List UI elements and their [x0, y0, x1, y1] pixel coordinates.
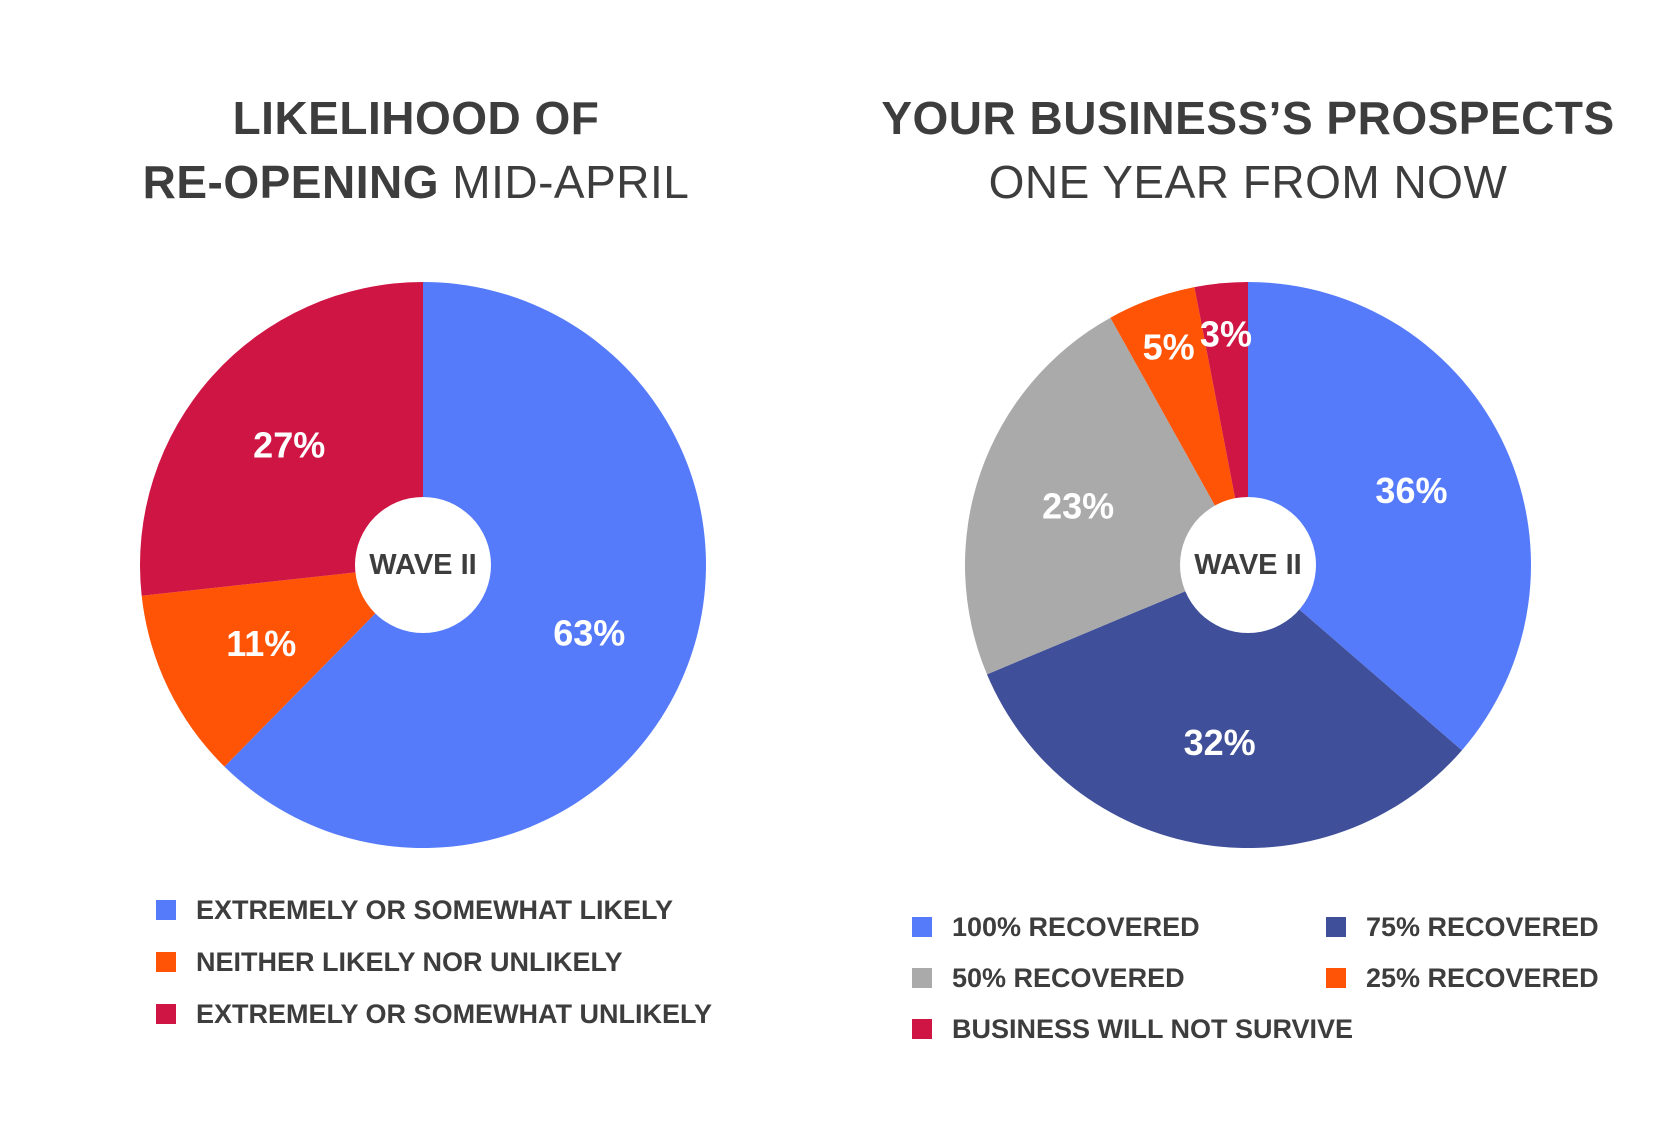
chart-panel-prospects: YOUR BUSINESS’S PROSPECTS ONE YEAR FROM … [832, 0, 1664, 1122]
donut-hole [355, 497, 491, 633]
legend-swatch [912, 968, 932, 988]
slice-data-label-extremely-or-somewhat-likely: 63% [553, 613, 625, 654]
donut-center-label: WAVE II [1194, 549, 1301, 581]
legend-swatch [1326, 917, 1346, 937]
slice-data-label-neither-likely-nor-unlikely: 11% [226, 623, 296, 664]
chart-title-line-2: RE-OPENING MID-APRIL [0, 150, 832, 214]
donut-chart-reopening: WAVE II 63% 11% 27% [140, 282, 707, 848]
pie-slice-extremely-or-somewhat-unlikely [140, 282, 423, 596]
donut-center-label: WAVE II [369, 549, 476, 581]
legend-item-100-recovered: 100% RECOVERED [912, 910, 1200, 944]
legend-swatch [912, 917, 932, 937]
legend-reopening: EXTREMELY OR SOMEWHAT LIKELY NEITHER LIKE… [156, 893, 716, 1043]
legend-label: 50% RECOVERED [952, 962, 1185, 993]
chart-title-line-2: ONE YEAR FROM NOW [988, 156, 1508, 208]
legend-label: 75% RECOVERED [1366, 911, 1599, 942]
pie-slice-100-recovered [1248, 282, 1531, 751]
chart-title-bold-part: RE-OPENING [142, 156, 439, 208]
legend-swatch [156, 1004, 176, 1024]
chart-title-reopening: LIKELIHOOD OF RE-OPENING MID-APRIL [0, 86, 832, 214]
legend-item-extremely-or-somewhat-likely: EXTREMELY OR SOMEWHAT LIKELY [156, 893, 673, 927]
slice-data-label-25-recovered: 5% [1143, 326, 1195, 367]
pie-slice-75-recovered [986, 565, 1462, 849]
slice-data-label-extremely-or-somewhat-unlikely: 27% [253, 425, 325, 466]
legend-label: EXTREMELY OR SOMEWHAT UNLIKELY [196, 998, 713, 1029]
legend-item-extremely-or-somewhat-unlikely: EXTREMELY OR SOMEWHAT UNLIKELY [156, 997, 712, 1031]
legend-item-neither-likely-nor-unlikely: NEITHER LIKELY NOR UNLIKELY [156, 945, 623, 979]
legend-item-75-recovered: 75% RECOVERED [1326, 910, 1599, 944]
chart-title-prospects: YOUR BUSINESS’S PROSPECTS ONE YEAR FROM … [832, 86, 1664, 214]
pie-slice-25-recovered [1110, 287, 1248, 565]
donut-chart-prospects: WAVE II 36% 32% 23% 5% 3% [965, 282, 1531, 849]
slice-data-label-75-recovered: 32% [1184, 722, 1256, 763]
pie-slice-50-recovered [965, 317, 1248, 675]
slice-data-label-business-will-not-survive: 3% [1200, 313, 1252, 354]
legend-swatch [1326, 968, 1346, 988]
chart-title-light-part: MID-APRIL [452, 156, 690, 208]
legend-label: 25% RECOVERED [1366, 962, 1599, 993]
pie-slice-business-will-not-survive [1194, 282, 1248, 565]
chart-title-line-1: YOUR BUSINESS’S PROSPECTS [881, 92, 1615, 144]
legend-swatch [912, 1019, 932, 1039]
chart-title-line-1: LIKELIHOOD OF [232, 92, 600, 144]
legend-item-business-will-not-survive: BUSINESS WILL NOT SURVIVE [912, 1012, 1353, 1046]
legend-item-50-recovered: 50% RECOVERED [912, 961, 1185, 995]
legend-label: 100% RECOVERED [952, 911, 1200, 942]
legend-swatch [156, 952, 176, 972]
slice-data-label-50-recovered: 23% [1042, 486, 1114, 527]
legend-item-25-recovered: 25% RECOVERED [1326, 961, 1599, 995]
chart-panel-reopening: LIKELIHOOD OF RE-OPENING MID-APRIL WAVE … [0, 86, 832, 1043]
donut-hole [1180, 497, 1316, 633]
legend-prospects: 100% RECOVERED 75% RECOVERED 50% RECOVERED… [912, 910, 1632, 1060]
pie-slice-neither-likely-nor-unlikely [141, 565, 423, 767]
legend-swatch [156, 900, 176, 920]
legend-label: EXTREMELY OR SOMEWHAT LIKELY [196, 894, 674, 925]
slice-data-label-100-recovered: 36% [1375, 470, 1447, 511]
legend-label: NEITHER LIKELY NOR UNLIKELY [196, 946, 623, 977]
legend-label: BUSINESS WILL NOT SURVIVE [952, 1013, 1354, 1044]
